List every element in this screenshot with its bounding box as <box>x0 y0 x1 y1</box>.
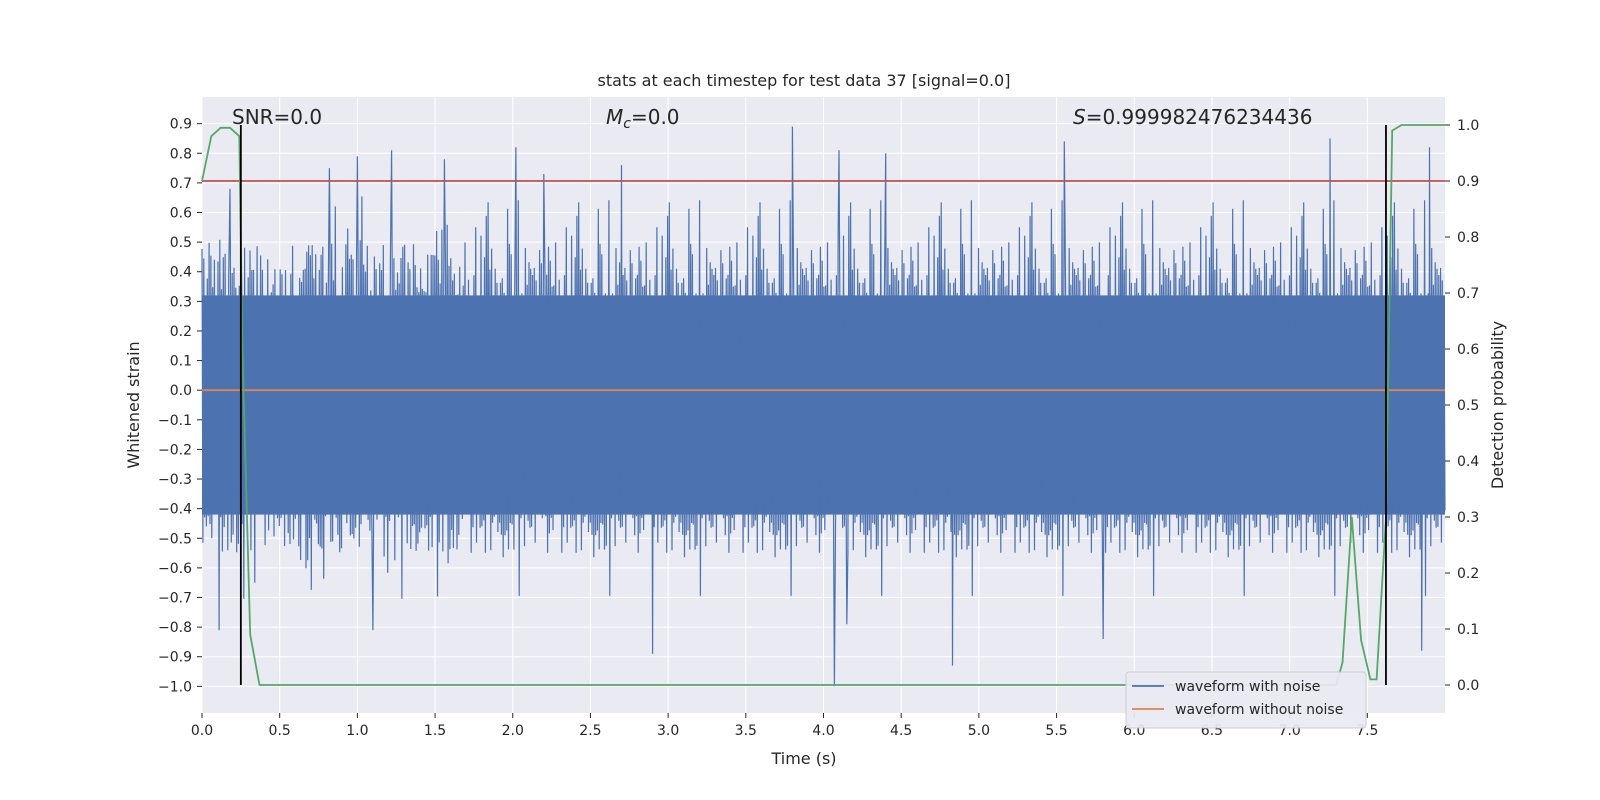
y-tick-label: −0.2 <box>158 442 192 458</box>
y2-tick-labels: 0.0 0.1 0.2 0.3 0.4 0.5 0.6 0.7 0.8 0.9 1.0 <box>1445 118 1479 694</box>
y2-tick-label: 0.3 <box>1457 510 1479 526</box>
y2-tick-label: 0.6 <box>1457 342 1479 358</box>
y-tick-label: −0.3 <box>158 472 192 488</box>
s-symbol: S <box>1073 105 1086 129</box>
snr-annotation: SNR=0.0 <box>232 105 322 129</box>
y2-tick-label: 0.4 <box>1457 454 1479 470</box>
s-value: =0.999982476234436 <box>1086 105 1313 129</box>
y-tick-label: 0.3 <box>170 294 192 310</box>
x-tick-label: 1.0 <box>346 723 368 739</box>
series-waveform-with-noise <box>201 126 1446 687</box>
x-tick-label: 0.5 <box>269 723 291 739</box>
legend-box <box>1125 671 1367 729</box>
x-tick-label: 0.0 <box>191 723 213 739</box>
y-tick-label: 0.8 <box>170 146 192 162</box>
legend: waveform with noise waveform without noi… <box>1125 671 1367 729</box>
y-tick-label: 0.1 <box>170 354 192 370</box>
y-tick-label: −0.4 <box>158 502 192 518</box>
y-tick-label: −0.8 <box>158 620 192 636</box>
y2-tick-label: 0.5 <box>1457 398 1479 414</box>
x-tick-label: 3.5 <box>735 723 757 739</box>
y-tick-label: −0.7 <box>158 591 192 607</box>
chirp-mass-annotation: Mc=0.0 <box>606 105 680 132</box>
y-tick-label: −0.9 <box>158 650 192 666</box>
mc-subscript: c <box>623 116 631 132</box>
x-tick-label: 5.5 <box>1045 723 1067 739</box>
y-axis-label: Whitened strain <box>124 341 143 468</box>
x-tick-label: 5.0 <box>968 723 990 739</box>
y2-tick-label: 1.0 <box>1457 118 1479 134</box>
y-tick-label: 0.2 <box>170 324 192 340</box>
mc-value: =0.0 <box>631 105 680 129</box>
y2-tick-label: 0.1 <box>1457 622 1479 638</box>
x-tick-label: 4.5 <box>890 723 912 739</box>
y-tick-label: 0.9 <box>170 117 192 133</box>
y2-axis-label: Detection probability <box>1488 321 1507 489</box>
y-tick-label: −0.6 <box>158 561 192 577</box>
x-tick-label: 4.0 <box>812 723 834 739</box>
y2-tick-label: 0.7 <box>1457 286 1479 302</box>
score-annotation: S=0.999982476234436 <box>1073 105 1312 129</box>
chart-title: stats at each timestep for test data 37 … <box>598 71 1011 90</box>
y-tick-label: −0.1 <box>158 413 192 429</box>
y-tick-label: 0.4 <box>170 265 192 281</box>
y-tick-label: 0.7 <box>170 176 192 192</box>
legend-label-clean: waveform without noise <box>1175 702 1343 718</box>
legend-label-noise: waveform with noise <box>1175 679 1320 695</box>
x-axis-label: Time (s) <box>770 749 836 768</box>
y-tick-label: −1.0 <box>158 679 192 695</box>
y-tick-labels: −1.0 −0.9 −0.8 −0.7 −0.6 −0.5 −0.4 −0.3 −0.2 −0.1… <box>158 117 202 695</box>
y-tick-label: 0.6 <box>170 206 192 222</box>
mc-symbol: M <box>606 105 623 129</box>
y2-tick-label: 0.8 <box>1457 230 1479 246</box>
x-tick-label: 3.0 <box>657 723 679 739</box>
y-tick-label: −0.5 <box>158 531 192 547</box>
x-tick-label: 2.0 <box>502 723 524 739</box>
y2-tick-label: 0.0 <box>1457 678 1479 694</box>
y-tick-label: 0.0 <box>170 383 192 399</box>
y-tick-label: 0.5 <box>170 235 192 251</box>
noise-waveform-trace <box>201 126 1446 687</box>
y2-tick-label: 0.9 <box>1457 174 1479 190</box>
y2-tick-label: 0.2 <box>1457 566 1479 582</box>
x-tick-label: 1.5 <box>424 723 446 739</box>
x-tick-label: 2.5 <box>579 723 601 739</box>
vertical-marker-lines <box>239 125 1387 685</box>
